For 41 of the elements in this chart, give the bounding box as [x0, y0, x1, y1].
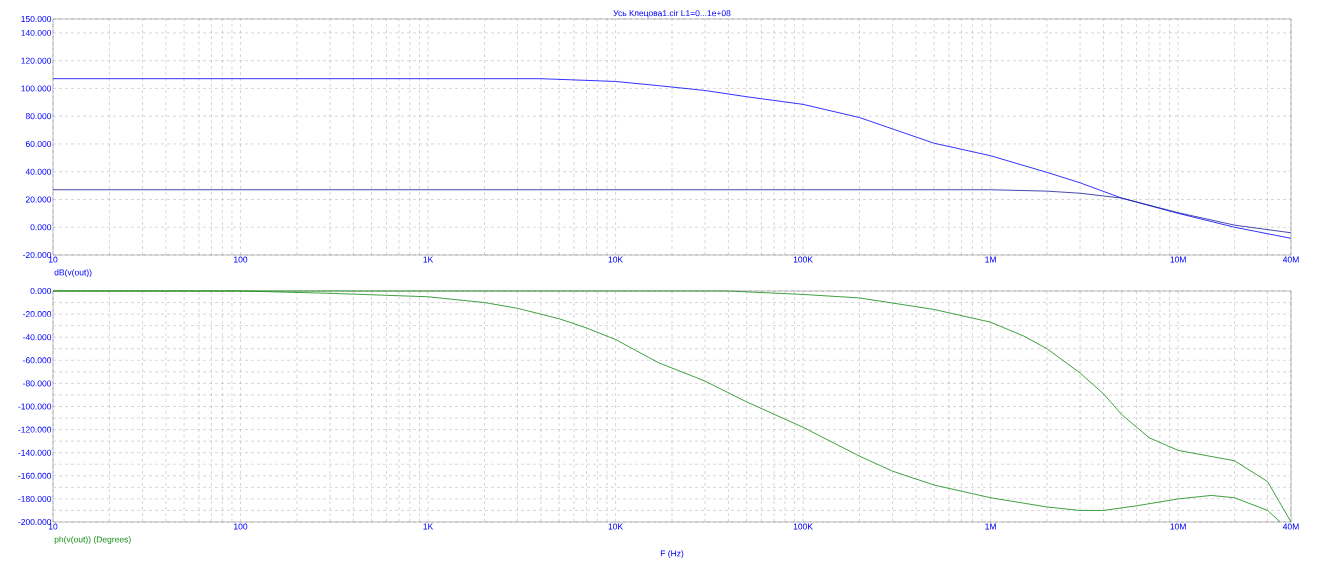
- y-tick-label: 0.000: [30, 224, 52, 231]
- x-tick-label: 100: [234, 256, 248, 263]
- y-tick-label: -160.000: [18, 472, 52, 479]
- y-tick-label: 40.000: [25, 168, 52, 175]
- y-tick-label: 140.000: [21, 29, 52, 36]
- x-tick-label: 40M: [1282, 256, 1299, 263]
- chart-title: Усь Клецова1.cir L1=0...1e+08: [613, 9, 731, 18]
- x-tick-label: 10M: [1170, 523, 1186, 530]
- y-tick-label: -200.000: [18, 519, 52, 525]
- x-tick-label: 100K: [793, 256, 813, 263]
- y-tick-label: -100.000: [18, 403, 52, 410]
- text: ph(v(out)) (Degrees): [54, 536, 131, 545]
- y-tick-label: -120.000: [18, 426, 52, 433]
- x-tick-label: 10M: [1170, 256, 1186, 263]
- x-tick-label: 10: [48, 523, 58, 530]
- x-tick-label: 40M: [1282, 523, 1299, 530]
- x-tick-label: 1K: [423, 256, 434, 263]
- y-tick-label: 150.000: [21, 15, 52, 22]
- y-tick-label: -20.000: [23, 252, 52, 258]
- x-axis-title: F (Hz): [660, 550, 684, 559]
- y-tick-label: -180.000: [18, 495, 52, 502]
- y-tick-label: 60.000: [25, 140, 52, 147]
- y-tick-label: -40.000: [23, 334, 52, 341]
- x-tick-label: 10: [48, 256, 58, 263]
- x-tick-label: 10K: [608, 523, 624, 530]
- x-tick-label: 1M: [985, 256, 996, 263]
- x-tick-label: 10K: [608, 256, 624, 263]
- y-tick-label: -140.000: [18, 449, 52, 456]
- y-tick-label: 20.000: [25, 196, 52, 203]
- y-tick-label: -60.000: [23, 357, 52, 364]
- y-tick-label: -20.000: [23, 311, 52, 318]
- y-tick-label: 100.000: [21, 85, 52, 92]
- x-tick-label: 100K: [793, 523, 813, 530]
- y-tick-label: 80.000: [25, 113, 52, 120]
- text: dB(v(out)): [54, 269, 92, 278]
- y-tick-label: 120.000: [21, 57, 52, 64]
- y-tick-label: 0.000: [30, 288, 52, 294]
- x-tick-label: 1K: [423, 523, 434, 530]
- y-tick-label: -80.000: [23, 380, 52, 387]
- x-tick-label: 100: [234, 523, 248, 530]
- x-tick-label: 1M: [985, 523, 996, 530]
